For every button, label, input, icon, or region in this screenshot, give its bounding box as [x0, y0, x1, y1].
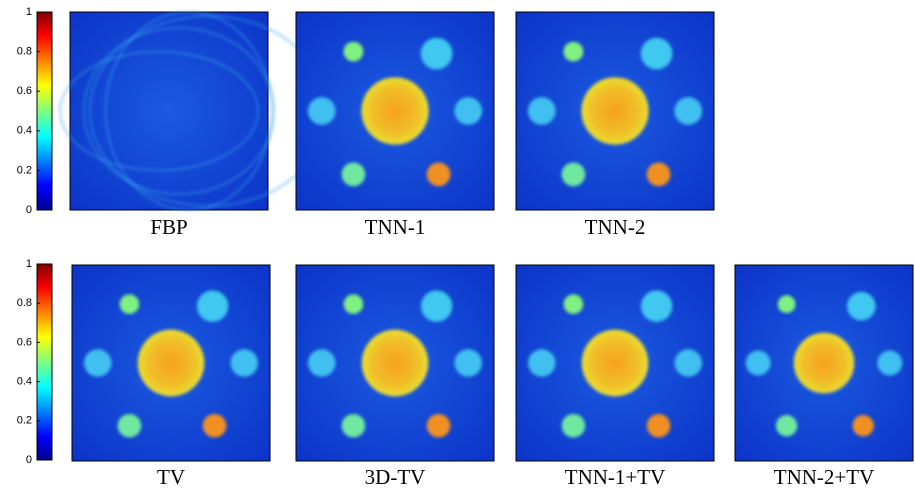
image-panel [516, 12, 714, 210]
phantom-disk [427, 162, 451, 186]
phantom-disk [84, 349, 111, 376]
phantom-center [794, 333, 855, 394]
phantom-disk [118, 414, 142, 438]
colorbar-tick-label: 1 [26, 258, 32, 270]
phantom-disk [647, 162, 671, 186]
phantom-disk [647, 414, 671, 438]
phantom-disk [231, 349, 258, 376]
image-panel [72, 265, 270, 461]
phantom-disk [562, 162, 586, 186]
colorbar [37, 264, 52, 460]
phantom-center [581, 77, 648, 144]
colorbar-tick-label: 0.8 [17, 46, 32, 58]
phantom-center [362, 330, 429, 397]
colorbar [37, 12, 52, 210]
panel-label: TNN-1+TV [565, 465, 666, 489]
phantom-disk [427, 414, 451, 438]
phantom-disk [344, 294, 364, 314]
phantom-disk [203, 414, 227, 438]
colorbar-tick-label: 0.6 [17, 336, 32, 348]
phantom-disk [877, 351, 902, 376]
image-panel [296, 265, 494, 461]
panel-label: TNN-1 [365, 215, 426, 239]
phantom-disk [641, 38, 673, 70]
panel-label: TNN-2+TV [774, 465, 875, 489]
image-panel [516, 265, 714, 461]
phantom-disk [528, 97, 556, 125]
colorbar-tick-label: 0 [26, 204, 32, 216]
colorbar-tick-label: 0.6 [17, 85, 32, 97]
phantom-disk [641, 290, 672, 321]
phantom-disk [528, 349, 555, 376]
image-panel [296, 12, 494, 210]
phantom-disk [342, 162, 366, 186]
phantom-disk [852, 415, 873, 436]
phantom-center [138, 330, 205, 397]
figure: 0 0.2 0.4 0.6 0.8 1 FBP TNN-1 TNN-2 0 0.2 0.4 0.6 0.8… [0, 0, 915, 489]
phantom-center [361, 77, 428, 144]
phantom-disk [778, 295, 796, 313]
phantom-disk [564, 42, 584, 62]
colorbar-tick-label: 0.4 [17, 125, 32, 137]
phantom-disk [675, 349, 702, 376]
phantom-disk [197, 290, 228, 321]
colorbar-tick-label: 0 [26, 454, 32, 466]
phantom-disk [421, 38, 453, 70]
phantom-disk [564, 294, 584, 314]
phantom-disk [120, 294, 140, 314]
phantom-disk [776, 415, 797, 436]
image-panel [60, 12, 327, 210]
phantom-disk [455, 349, 482, 376]
phantom-disk [674, 97, 702, 125]
panel-label: 3D-TV [365, 465, 426, 489]
phantom-disk [421, 290, 452, 321]
phantom-disk [562, 414, 586, 438]
colorbar-tick-label: 0.2 [17, 164, 32, 176]
image-panel [735, 265, 913, 461]
phantom-disk [847, 292, 875, 320]
phantom-disk [308, 97, 336, 125]
image-background [70, 12, 268, 210]
panel-label: TNN-2 [585, 215, 646, 239]
phantom-disk [344, 42, 364, 62]
phantom-center [582, 330, 649, 397]
colorbar-tick-label: 1 [26, 6, 32, 18]
panel-label: TV [157, 465, 185, 489]
colorbar-tick-label: 0.8 [17, 297, 32, 309]
phantom-disk [454, 97, 482, 125]
phantom-disk [308, 349, 335, 376]
colorbar-tick-label: 0.2 [17, 415, 32, 427]
colorbar-tick-label: 0.4 [17, 376, 32, 388]
phantom-disk [342, 414, 366, 438]
phantom-disk [746, 351, 771, 376]
panel-label: FBP [150, 215, 187, 239]
